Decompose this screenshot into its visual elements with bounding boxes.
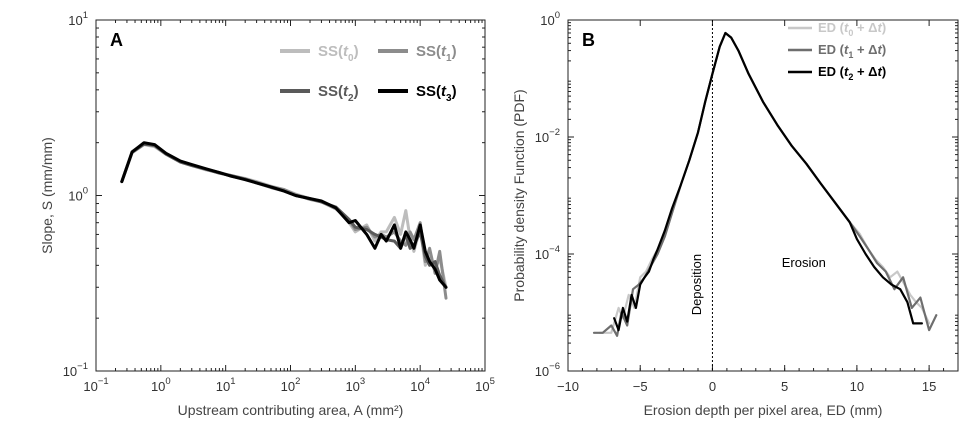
legend-label-2: SS(t2) xyxy=(318,83,359,104)
annotation-0: Deposition xyxy=(689,254,704,315)
x-tick-label: 10−1 xyxy=(83,376,108,394)
panel-b: −10 −5 0 5 10 15 10−6 10−4 10−2 100 Erosion depth … xyxy=(511,10,959,418)
x-tick-label: 100 xyxy=(151,376,171,394)
x-tick-label: 5 xyxy=(781,379,788,394)
y-tick-label: 10−1 xyxy=(63,361,88,379)
series-line-1 xyxy=(120,141,448,300)
series-line-0 xyxy=(120,143,448,289)
y-axis-label: Slope, S (mm/mm) xyxy=(39,137,55,254)
y-tick-label: 10−4 xyxy=(535,244,560,262)
x-tick-label: 101 xyxy=(216,376,236,394)
panel-a: 10−1 100 101 102 103 104 105 10−1 100 101 Upstream… xyxy=(39,10,495,418)
x-tick-label: 102 xyxy=(281,376,301,394)
x-tick-label: 103 xyxy=(345,376,365,394)
x-axis-label: Erosion depth per pixel area, ED (mm) xyxy=(644,402,883,418)
y-tick-label: 10−2 xyxy=(535,127,560,145)
y-tick-label: 101 xyxy=(68,10,88,28)
x-tick-label: −10 xyxy=(557,379,579,394)
legend-label-0: ED (t0 + Δt) xyxy=(818,20,886,38)
series-line-2 xyxy=(613,31,924,332)
x-tick-label: 10 xyxy=(850,379,864,394)
y-axis-label: Probability density Function (PDF) xyxy=(511,89,527,301)
series-line-3 xyxy=(120,141,448,289)
annotation-1: Erosion xyxy=(782,255,826,270)
plot-frame xyxy=(95,19,486,372)
x-tick-label: 104 xyxy=(410,376,430,394)
series-line-2 xyxy=(120,142,448,289)
y-tick-label: 100 xyxy=(540,10,560,28)
legend-label-0: SS(t0) xyxy=(318,43,359,64)
y-tick-label: 10−6 xyxy=(535,361,560,379)
panel-label: A xyxy=(110,30,123,50)
x-tick-label: 0 xyxy=(709,379,716,394)
x-axis-label: Upstream contributing area, A (mm²) xyxy=(178,402,404,418)
plot-frame xyxy=(567,19,959,372)
x-tick-label: 15 xyxy=(922,379,936,394)
legend-label-1: SS(t1) xyxy=(416,43,457,64)
legend-label-2: ED (t2 + Δt) xyxy=(818,64,886,82)
legend-label-1: ED (t1 + Δt) xyxy=(818,42,886,60)
legend-label-3: SS(t3) xyxy=(416,83,457,104)
y-tick-label: 100 xyxy=(68,186,88,204)
x-tick-label: 105 xyxy=(475,376,495,394)
x-tick-label: −5 xyxy=(633,379,648,394)
panel-label: B xyxy=(582,30,595,50)
